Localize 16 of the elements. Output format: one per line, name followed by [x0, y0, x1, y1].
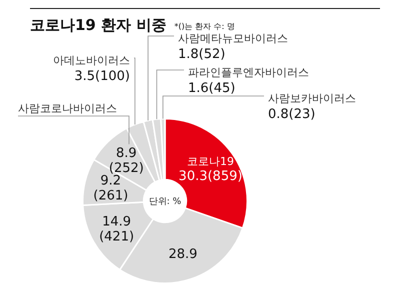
slice-label: 사람보카바이러스: [268, 92, 356, 105]
data-label: 1.6(45): [188, 81, 236, 96]
data-label: 0.8(23): [268, 107, 316, 122]
slice-label: 파라인플루엔자바이러스: [188, 66, 309, 79]
slice-label: 사람메타뉴모바이러스: [178, 32, 288, 45]
chart-title: 코로나19 환자 비중: [30, 16, 166, 34]
text: 단위: %: [148, 197, 182, 207]
data-label: 3.5(100): [74, 69, 130, 84]
data-label: 14.9(421): [99, 214, 134, 244]
slice-label: 사람코로나바이러스: [18, 102, 117, 115]
data-label: 28.9: [168, 246, 198, 262]
text: *()는 환자 수: 명: [174, 22, 235, 31]
slice-label: 아데노바이러스: [53, 54, 130, 67]
data-label: 30.3(859): [178, 169, 242, 184]
slice-label: 코로나19: [186, 155, 234, 168]
data-label: 1.8(52): [178, 47, 226, 62]
